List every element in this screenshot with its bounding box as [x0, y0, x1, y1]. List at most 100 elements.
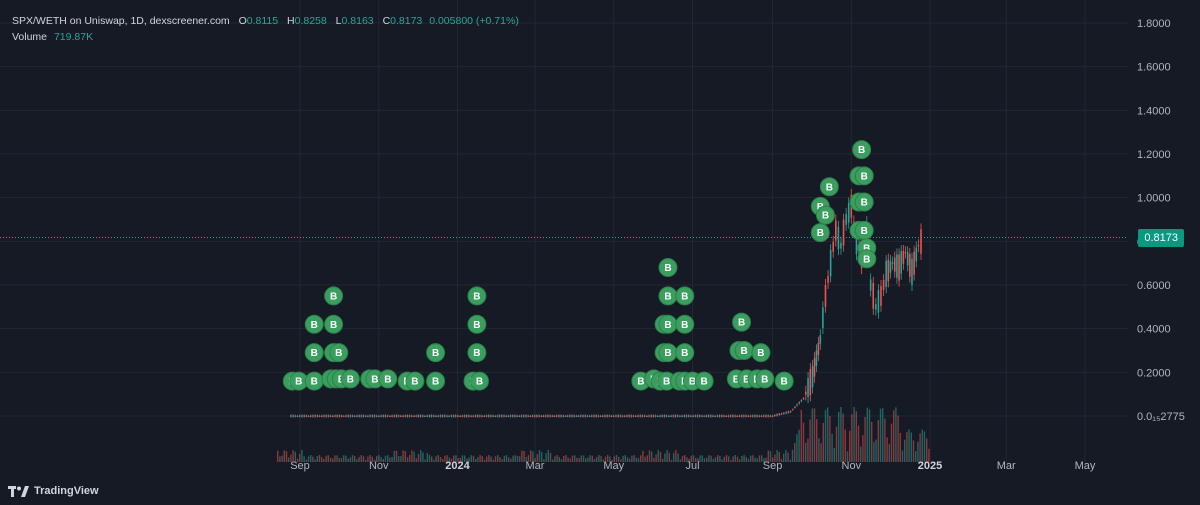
volume-bar: [780, 458, 783, 462]
candle-body: [729, 415, 732, 417]
candle-body: [448, 415, 450, 417]
volume-bar: [690, 455, 692, 462]
candle-body: [690, 415, 692, 417]
volume-bar: [404, 451, 406, 462]
open-value: 0.8115: [246, 15, 279, 27]
candle-body: [872, 282, 875, 309]
buy-marker-label: B: [473, 291, 480, 302]
buy-marker-label: B: [384, 374, 391, 385]
volume-bar: [398, 456, 400, 462]
candle-body: [745, 415, 747, 417]
volume-bar: [668, 452, 670, 462]
open-label: O: [238, 15, 247, 27]
candle-body: [338, 415, 341, 417]
candle-body: [758, 415, 761, 417]
candle-body: [400, 415, 402, 417]
volume-bar: [285, 451, 288, 462]
x-tick-label: 2024: [445, 460, 470, 472]
buy-marker: B: [304, 371, 324, 391]
volume-bar: [602, 459, 604, 462]
candle-body: [380, 415, 382, 417]
volume-bar: [428, 455, 431, 462]
candle-body: [709, 415, 712, 417]
buy-marker: B: [815, 205, 835, 225]
y-tick-label: 1.2000: [1137, 149, 1171, 161]
volume-bar: [875, 439, 877, 462]
volume-bar: [791, 449, 794, 462]
candle-body: [807, 378, 809, 398]
candle-body: [560, 415, 562, 417]
high-value: 0.8258: [294, 15, 327, 27]
candle-body: [371, 415, 374, 417]
candle-body: [785, 412, 787, 414]
volume-bar: [530, 450, 532, 462]
volume-bar: [642, 450, 644, 462]
volume-bar: [514, 455, 516, 462]
volume-bar: [406, 457, 409, 462]
candle-body: [492, 415, 494, 417]
buy-marker-label: B: [432, 377, 439, 388]
buy-marker-circle: [329, 343, 349, 363]
candle-body: [723, 415, 725, 417]
volume-bar: [783, 453, 785, 462]
buy-marker-circle: [694, 371, 714, 391]
candle-body: [424, 415, 426, 417]
candle-body: [734, 415, 736, 417]
buy-marker-label: B: [733, 374, 740, 385]
candle-body: [913, 251, 915, 275]
candle-body: [595, 415, 597, 417]
volume-bar: [347, 458, 349, 462]
buy-marker: B: [304, 314, 324, 334]
buy-marker-circle: [675, 343, 695, 363]
volume-bar: [538, 450, 541, 462]
buy-marker: B: [751, 343, 771, 363]
buy-marker-circle: [774, 371, 794, 391]
volume-bar: [813, 408, 816, 462]
candle-body: [298, 415, 301, 417]
tradingview-logo[interactable]: TradingView: [8, 485, 99, 497]
candle-body: [906, 252, 909, 266]
candle-body: [771, 415, 774, 417]
buy-marker-label: B: [330, 320, 337, 331]
low-label: L: [335, 15, 342, 27]
candle-body: [525, 415, 527, 417]
buy-marker-label: B: [681, 291, 688, 302]
buy-marker-label: B: [637, 377, 644, 388]
volume-bar: [904, 439, 906, 462]
buy-marker-circle: [340, 369, 360, 389]
volume-bar: [472, 455, 475, 462]
candle-body: [776, 414, 778, 416]
volume-bar: [717, 455, 719, 462]
volume-bar: [706, 457, 708, 462]
candle-body: [542, 415, 545, 417]
candle-body: [364, 415, 367, 417]
candle-body: [465, 415, 468, 417]
volume-bar: [294, 451, 296, 462]
candle-body: [360, 415, 363, 417]
buy-marker-label: B: [335, 348, 342, 359]
candle-body: [437, 415, 439, 417]
candle-body: [347, 415, 349, 417]
volume-bar: [321, 457, 323, 462]
volume-bar: [816, 419, 818, 462]
candle-body: [847, 203, 850, 223]
buy-marker: B: [694, 371, 714, 391]
candle-body: [590, 415, 593, 417]
volume-bar: [734, 455, 736, 462]
candle-body: [441, 415, 444, 417]
candle-body: [610, 415, 613, 417]
candle-body: [472, 415, 475, 417]
buy-marker-label: B: [861, 226, 868, 237]
buy-marker: B: [675, 286, 695, 306]
last-price-tag: 0.8173: [1138, 229, 1184, 247]
volume-bar: [785, 450, 787, 462]
candle-body: [518, 415, 521, 417]
candle-body: [529, 415, 532, 417]
candle-body: [736, 415, 739, 417]
candle-body: [809, 369, 812, 396]
volume-bar: [525, 456, 527, 462]
candle-body: [917, 245, 920, 247]
volume-bar: [415, 458, 417, 462]
buy-marker-label: B: [701, 377, 708, 388]
